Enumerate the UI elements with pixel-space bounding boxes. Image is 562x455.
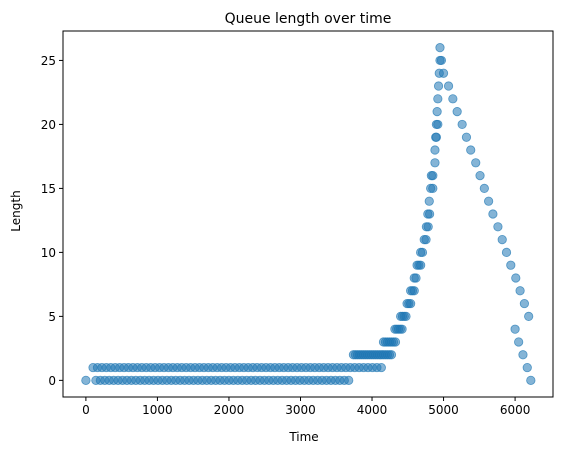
data-point [421,234,431,245]
data-point [81,375,91,385]
data-point [510,324,520,334]
data-point [514,337,524,347]
plot-area [63,31,553,397]
data-point [431,132,441,142]
x-tick-label: 5000 [428,403,459,417]
data-point [484,196,494,206]
x-tick-label: 4000 [357,403,388,417]
data-point [497,234,507,245]
x-tick-label: 6000 [500,403,531,417]
data-point [457,119,467,130]
data-point [519,298,529,309]
data-point [428,183,438,194]
x-tick-label: 2000 [214,403,245,417]
data-point [488,209,498,219]
data-point [493,222,503,232]
data-point [417,247,428,257]
data-point [397,324,407,334]
data-point [518,350,528,360]
data-point [401,311,411,321]
axes-frame [62,30,554,398]
data-point [428,171,438,181]
y-tick-label: 20 [41,118,56,132]
data-point [435,43,445,53]
data-point [515,286,525,296]
data-point [432,107,442,117]
data-point [433,81,444,91]
data-point [475,171,485,181]
x-axis-label: Time [288,430,318,444]
axes-layer: 0 1000 2000 3000 4000 5000 6000 0 5 10 15 20 25 [41,30,554,417]
data-point [443,81,454,91]
data-point [424,196,434,206]
y-tick-label: 0 [48,374,56,388]
data-point [344,375,354,385]
data-point [438,68,449,78]
data-point [425,209,435,219]
x-tick-label: 1000 [142,403,173,417]
data-point [430,145,440,155]
data-point [522,362,532,373]
data-point [433,94,443,104]
data-point [524,311,534,321]
data-point [461,132,472,142]
data-point [511,273,521,283]
data-point [506,260,516,270]
chart-title: Queue length over time [225,11,392,27]
x-tick-label: 0 [82,403,90,417]
data-point [376,362,386,373]
x-tick-label: 3000 [285,403,316,417]
data-point [390,337,401,347]
data-point [430,158,440,168]
points-layer [81,43,536,385]
data-point [526,375,536,385]
y-tick-label: 15 [41,182,56,196]
data-point [501,247,512,257]
y-axis-label: Length [9,190,23,231]
data-point [386,350,397,360]
data-point [466,145,476,155]
data-point [471,158,481,168]
data-point [416,260,426,270]
y-tick-label: 25 [41,54,56,68]
data-point [479,183,489,194]
y-tick-label: 5 [48,310,56,324]
data-point [452,107,462,117]
data-point [406,298,416,309]
data-point [409,286,419,296]
data-point [411,273,421,283]
data-point [423,222,433,232]
data-point [448,94,458,104]
data-point [436,55,447,66]
data-point [433,119,443,130]
y-tick-label: 10 [41,246,56,260]
